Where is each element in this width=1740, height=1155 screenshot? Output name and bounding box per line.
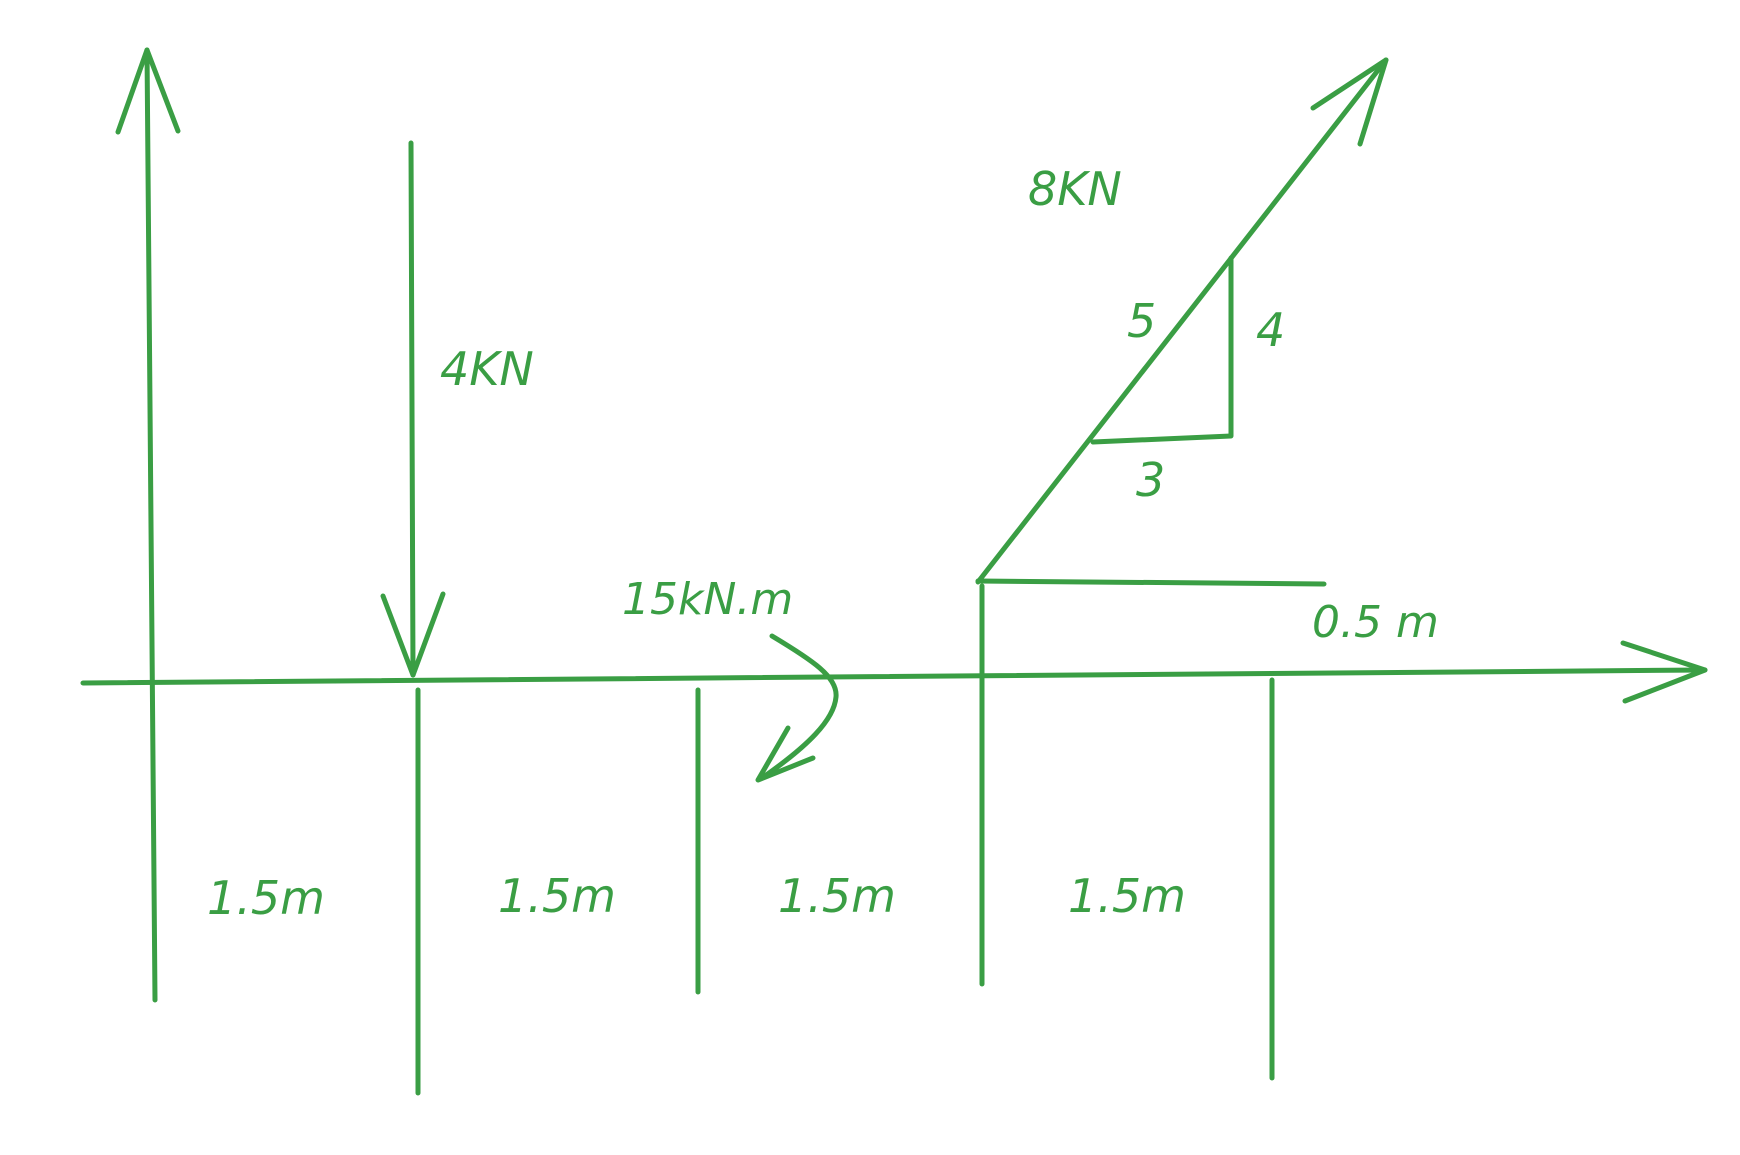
slope-triangle xyxy=(1090,255,1234,445)
up-arrowhead-icon xyxy=(115,47,181,135)
slope-hypotenuse-label: 5 xyxy=(1127,294,1156,348)
moment-label: 15kN.m xyxy=(622,574,793,625)
span-label-1: 1.5m xyxy=(207,871,325,925)
offset-line xyxy=(975,578,1327,587)
inclined-load-label: 8KN xyxy=(1028,162,1122,216)
beam-axis xyxy=(80,640,1708,704)
slope-run-label: 3 xyxy=(1136,453,1165,507)
span-label-4: 1.5m xyxy=(1068,869,1186,923)
span-label-3: 1.5m xyxy=(778,869,896,923)
left-reaction-arrow xyxy=(115,47,181,1003)
offset-label: 0.5 m xyxy=(1312,597,1439,648)
point-load-label: 4KN xyxy=(440,342,534,396)
down-arrowhead-icon xyxy=(380,591,446,678)
point-load-arrow xyxy=(380,140,446,678)
moment-arrow xyxy=(755,633,839,783)
curved-arrowhead-icon xyxy=(755,725,816,783)
inclined-load-arrow xyxy=(975,57,1389,585)
span-label-2: 1.5m xyxy=(498,869,616,923)
inclined-arrowhead-icon xyxy=(1310,57,1389,147)
axis-arrowhead-icon xyxy=(1620,640,1708,704)
slope-rise-label: 4 xyxy=(1256,303,1285,357)
